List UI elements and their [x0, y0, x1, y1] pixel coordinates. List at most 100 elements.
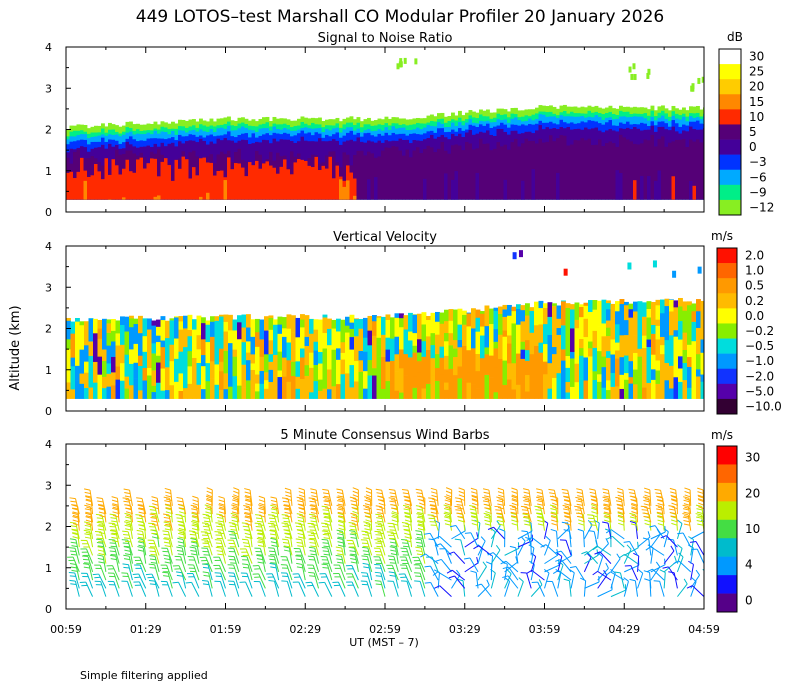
vv-cell [381, 375, 386, 390]
wind-barb [415, 530, 426, 548]
wind-barb-staff [437, 572, 440, 589]
snr-cell [510, 142, 515, 200]
vv-cell [385, 314, 391, 321]
wind-barb [124, 521, 133, 539]
vv-cell [228, 330, 233, 344]
vv-cell [340, 319, 346, 325]
snr-cell [311, 167, 315, 200]
wind-barb-feather [524, 507, 531, 510]
wind-barb-feather [205, 511, 212, 514]
wind-barb-feather [522, 496, 529, 499]
wind-barb-staff [249, 489, 253, 506]
colorbar-label: 20 [749, 80, 764, 94]
wind-barb-staff [584, 554, 599, 565]
vv-cell [399, 326, 404, 350]
wind-barb-feather [653, 580, 660, 582]
wind-barb-feather [284, 507, 291, 510]
vv-cell [606, 327, 611, 337]
wind-barb-feather [232, 523, 239, 526]
vv-cell [160, 340, 166, 348]
wind-barb [427, 514, 439, 531]
wind-barb-staff [287, 539, 293, 556]
vv-cell [385, 349, 391, 362]
vv-cell [331, 349, 337, 370]
wind-barb-feather [537, 519, 544, 523]
wind-barb-feather [471, 499, 478, 503]
colorbar-label: −5.0 [745, 384, 774, 398]
wind-barb [145, 573, 160, 589]
wind-barb [432, 571, 452, 581]
vv-cell [669, 299, 674, 312]
wind-barb [66, 553, 67, 556]
vv-cell [637, 335, 643, 349]
snr-cell [601, 146, 606, 200]
wind-barb-feather [375, 513, 382, 516]
wind-barb-staff [544, 523, 549, 539]
vv-cell [421, 340, 427, 357]
snr-cell [524, 138, 529, 200]
wind-barb [202, 571, 213, 589]
vv-cell [597, 361, 602, 375]
y-tick-label: 3 [45, 82, 52, 95]
wind-barb-feather [350, 536, 357, 539]
wind-barb-staff [207, 581, 213, 597]
wind-barb-feather [604, 507, 611, 510]
vv-cell [664, 305, 670, 331]
wind-barb-staff [448, 506, 452, 523]
wind-barb-feather [298, 507, 305, 510]
wind-barb [458, 487, 466, 506]
vv-cell [106, 345, 112, 364]
snr-cell [195, 175, 200, 200]
wind-barb-feather [604, 519, 611, 523]
wind-barb-feather [497, 516, 504, 518]
wind-barb-staff [430, 582, 439, 597]
vv-cell [682, 301, 688, 311]
vv-cell [408, 357, 413, 379]
wind-barb-staff [275, 498, 280, 515]
wind-barb-feather [564, 515, 571, 519]
wind-barb-staff [315, 489, 320, 506]
wind-barb-staff [341, 490, 346, 506]
vv-cell [394, 313, 400, 318]
vv-cell [471, 384, 476, 399]
wind-barb [640, 505, 652, 523]
vv-cell [574, 351, 580, 364]
wind-barb-feather [177, 503, 184, 506]
wind-barb-feather [417, 512, 424, 515]
wind-barb-staff [592, 515, 599, 531]
wind-barb-feather [149, 558, 157, 561]
vv-cell [664, 339, 670, 364]
vv-cell [394, 390, 400, 399]
vv-cell [489, 323, 494, 333]
wind-barb [281, 497, 293, 515]
wind-barb-feather [281, 514, 288, 516]
snr-cell [689, 180, 693, 200]
wind-barb-feather [218, 507, 225, 511]
wind-barb-feather [163, 554, 170, 557]
wind-barb-feather [669, 512, 676, 515]
vv-cell [322, 366, 328, 389]
vv-cell [610, 318, 616, 340]
vv-cell [673, 300, 679, 308]
wind-barb [121, 580, 133, 597]
vv-cell [498, 306, 503, 314]
wind-barb-staff [66, 562, 67, 564]
wind-barb-feather [470, 511, 477, 515]
colorbar-swatch [719, 139, 741, 155]
wind-barb [629, 512, 639, 531]
wind-barb-feather [138, 540, 145, 543]
wind-barb-feather [483, 512, 490, 516]
wind-barb-feather [191, 520, 198, 524]
wind-barb-feather [135, 514, 142, 516]
vv-cell [255, 391, 260, 399]
wind-barb [267, 522, 280, 540]
wind-barb [176, 546, 187, 564]
vv-cell [633, 311, 638, 336]
wind-barb [374, 522, 386, 540]
wind-barb [132, 573, 147, 589]
snr-cell [157, 176, 161, 200]
vv-cell [300, 378, 305, 399]
wind-barb [148, 579, 160, 597]
wind-barb-feather [656, 508, 663, 511]
vv-cell [160, 316, 166, 321]
